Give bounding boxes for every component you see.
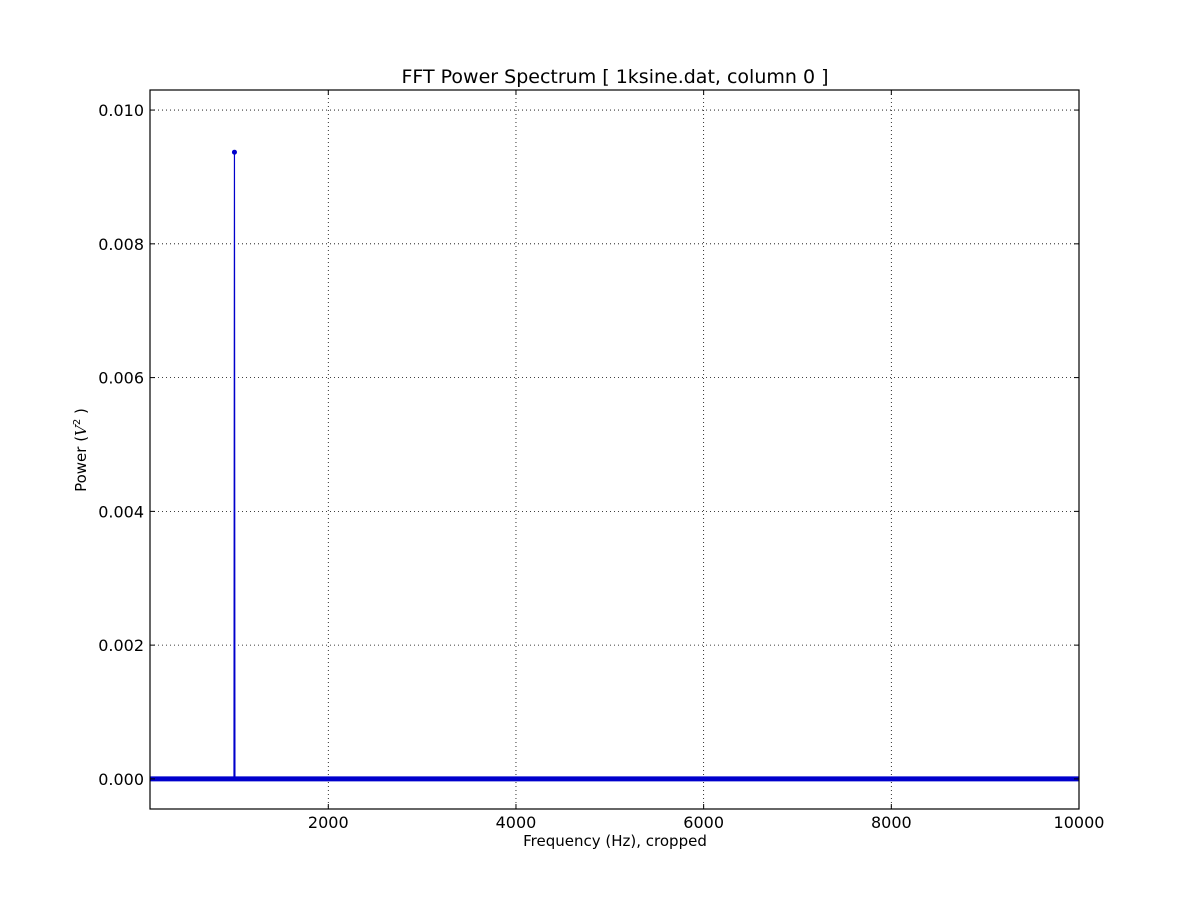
y-axis-label-exponent: 2	[72, 419, 83, 425]
y-tick-label: 0.000	[98, 770, 144, 789]
y-tick-label: 0.006	[98, 369, 144, 388]
y-tick-label: 0.010	[98, 101, 144, 120]
y-tick-label: 0.004	[98, 502, 144, 521]
y-axis-label-variable: V	[72, 423, 90, 436]
chart-title: FFT Power Spectrum [ 1ksine.dat, column …	[401, 66, 828, 88]
plot-frame	[149, 89, 1080, 810]
y-tick-label: 0.002	[98, 636, 144, 655]
x-tick-label: 4000	[496, 813, 537, 832]
y-tick-label: 0.008	[98, 235, 144, 254]
y-axis-label: Power (V2 )	[72, 408, 90, 492]
x-tick-label: 8000	[871, 813, 912, 832]
peak-point	[231, 149, 237, 155]
data-area	[150, 149, 1079, 782]
x-axis-label: Frequency (Hz), cropped	[523, 832, 707, 850]
x-tick-label: 6000	[683, 813, 724, 832]
y-axis-label-prefix: Power (	[72, 436, 90, 492]
ticks: 2000 4000 6000 8000 10000 0.000 0.002 0.004 0.00…	[98, 90, 1104, 832]
x-tick-label: 10000	[1054, 813, 1105, 832]
y-axis-label-suffix: )	[72, 408, 90, 419]
x-tick-label: 2000	[308, 813, 349, 832]
